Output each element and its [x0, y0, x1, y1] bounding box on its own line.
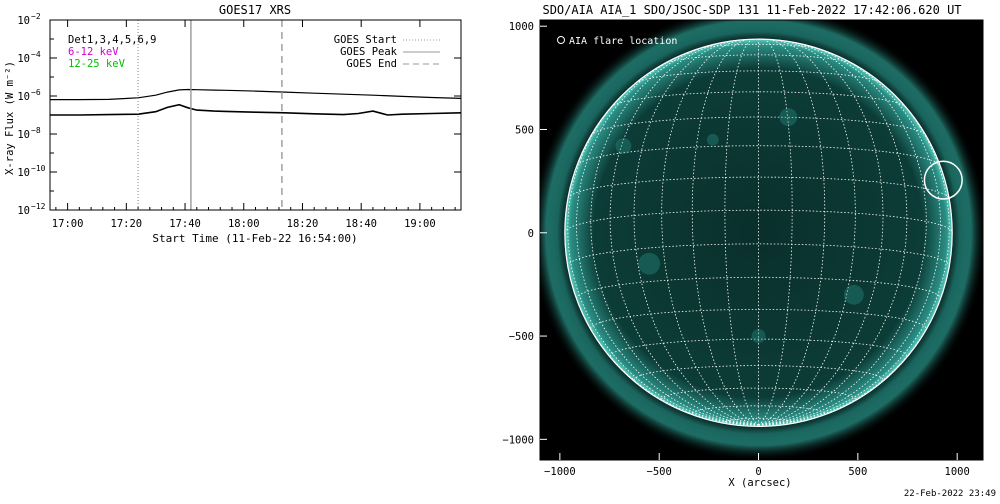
aia-axis-ticks: −1000 −500 0 500 1000 −1000 −500 0 500 1000 — [502, 21, 969, 478]
aia-title: SDO/AIA AIA_1 SDO/JSOC-SDP 131 11-Feb-20… — [542, 3, 961, 17]
goes-legend: GOES Start GOES Peak GOES End — [334, 34, 440, 70]
active-region — [638, 252, 661, 275]
goes-panel: GOES17 XRS X-ray Flux (W m⁻²) Start Time… — [4, 3, 462, 245]
goes-ytick-exponent: −12 — [31, 202, 46, 211]
goes-ytick-exponent: −8 — [31, 126, 41, 135]
aia-xtick-label: −1000 — [544, 466, 576, 478]
goes-ylabel: X-ray Flux (W m⁻²) — [4, 61, 16, 175]
goes-xtick-label: 17:20 — [111, 218, 143, 230]
aia-ytick-label: 500 — [515, 124, 534, 136]
grid-longitude-line — [633, 39, 759, 426]
active-region — [615, 138, 632, 154]
goes-ytick-exponent: −2 — [31, 12, 41, 21]
aia-ytick-label: −500 — [509, 331, 534, 343]
goes-series-high — [50, 103, 462, 116]
active-region — [706, 133, 719, 146]
timestamp: 22-Feb-2022 23:49 — [904, 489, 996, 499]
legend-goes-end: GOES End — [346, 58, 397, 70]
aia-xtick-label: 500 — [848, 466, 867, 478]
goes-title: GOES17 XRS — [219, 3, 291, 17]
goes-ytick-exponent: −4 — [31, 50, 41, 59]
goes-ytick-label: 10 — [17, 205, 30, 217]
goes-xtick-label: 17:40 — [169, 218, 201, 230]
goes-ytick-exponent: −6 — [31, 88, 41, 97]
goes-xlabel: Start Time (11-Feb-22 16:54:00) — [152, 232, 357, 245]
flare-legend-circle-icon — [557, 36, 565, 44]
grid-latitude-line — [696, 43, 821, 50]
legend-goes-peak: GOES Peak — [340, 46, 398, 58]
aia-plot-frame — [539, 19, 984, 461]
grid-longitude-line — [758, 38, 793, 426]
grid-longitude-line — [758, 74, 950, 426]
aia-xtick-label: 0 — [755, 466, 761, 478]
grid-latitude-line — [663, 54, 854, 65]
aia-ytick-label: −1000 — [502, 434, 534, 446]
det-label: Det1,3,4,5,6,9 — [68, 34, 157, 46]
active-region — [843, 284, 864, 305]
goes-marker-lines — [137, 20, 283, 210]
heliographic-grid — [564, 38, 953, 426]
grid-longitude-line — [724, 38, 759, 426]
grid-latitude-line — [661, 387, 856, 400]
aia-ytick-label: 1000 — [509, 21, 534, 33]
goes-ytick-exponent: −10 — [31, 164, 46, 173]
legend-goes-start: GOES Start — [334, 34, 397, 46]
goes-xtick-label: 17:00 — [52, 218, 84, 230]
band-label-12-25: 12-25 keV — [68, 58, 126, 70]
goes-series-low — [50, 88, 462, 101]
solar-disk — [564, 39, 953, 427]
active-region — [751, 329, 766, 344]
aia-xtick-label: 1000 — [945, 466, 970, 478]
goes-plot-frame — [49, 19, 462, 211]
grid-longitude-line — [758, 39, 884, 426]
grid-latitude-line — [567, 176, 950, 199]
active-region — [779, 108, 798, 127]
goes-xtick-label: 19:00 — [404, 218, 436, 230]
grid-latitude-line — [590, 309, 927, 330]
goes-xtick-label: 18:40 — [345, 218, 377, 230]
goes-series-group — [50, 88, 462, 116]
grid-latitude-line — [724, 417, 793, 423]
aia-xlabel: X (arcsec) — [728, 477, 791, 489]
goes-xtick-label: 18:20 — [287, 218, 319, 230]
goes-xtick-label: 18:00 — [228, 218, 260, 230]
goes-ytick-label: 10 — [17, 167, 30, 179]
grid-latitude-line — [564, 209, 953, 233]
flare-location-circle — [923, 160, 963, 200]
aia-image — [540, 20, 983, 460]
aia-panel: SDO/AIA AIA_1 SDO/JSOC-SDP 131 11-Feb-20… — [502, 3, 996, 499]
goes-ytick-label: 10 — [17, 15, 30, 27]
aia-ytick-label: 0 — [528, 228, 534, 240]
grid-latitude-line — [590, 116, 927, 136]
goes-ytick-label: 10 — [17, 53, 30, 65]
flare-legend-label: AIA flare location — [569, 36, 677, 47]
goes-ytick-label: 10 — [17, 129, 30, 141]
grid-latitude-line — [691, 405, 826, 414]
band-label-6-12: 6-12 keV — [68, 46, 119, 58]
goes-ytick-label: 10 — [17, 91, 30, 103]
solar-limb — [564, 38, 953, 428]
aia-xtick-label: −500 — [647, 466, 672, 478]
grid-longitude-line — [567, 74, 759, 426]
